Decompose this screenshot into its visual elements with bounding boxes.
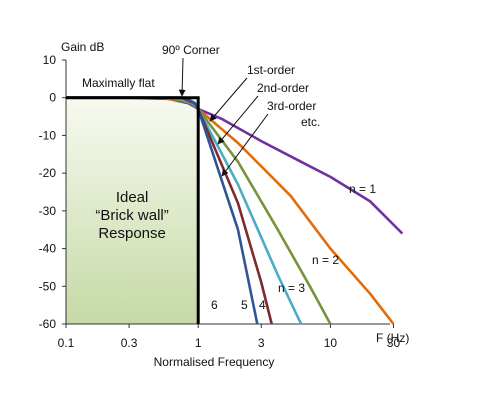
- arrow-1st-order: [209, 77, 248, 122]
- annotation-90-corner: 90º Corner: [162, 43, 220, 57]
- x-tick-labels: 0.1 0.3 1 3 10 30: [58, 336, 401, 350]
- brick-wall-outline: [66, 96, 200, 324]
- series-label-n3: n = 3: [278, 281, 305, 295]
- maximally-flat-label: Maximally flat: [82, 76, 155, 90]
- series-label-n2: n = 2: [312, 253, 339, 267]
- y-tick-label: -20: [39, 166, 57, 180]
- y-tick-label: 0: [49, 91, 56, 105]
- y-tick-label: -10: [39, 128, 57, 142]
- ideal-label-line-1: Ideal: [116, 189, 149, 206]
- y-tick-labels: 10 0 -10 -20 -30 -40 -50 -60: [39, 53, 57, 331]
- annotation-etc: etc.: [301, 115, 320, 129]
- y-tick-label: -60: [39, 317, 57, 331]
- corner-arrow: [178, 57, 186, 97]
- annotation-1st-order: 1st-order: [247, 63, 295, 77]
- annotation-3rd-order: 3rd-order: [267, 99, 316, 113]
- x-tick-label: 1: [195, 336, 202, 350]
- x-axis-unit-label: F (Hz): [376, 331, 409, 345]
- x-tick-label: 30: [387, 336, 401, 350]
- series-label-6: 6: [211, 298, 218, 312]
- series-label-4: 4: [259, 298, 266, 312]
- y-tick-label: -50: [39, 279, 57, 293]
- annotation-2nd-order: 2nd-order: [257, 81, 309, 95]
- y-axis-label: Gain dB: [61, 40, 104, 54]
- x-tick-label: 0.1: [58, 336, 75, 350]
- x-tick-label: 0.3: [121, 336, 138, 350]
- arrow-3rd-order: [221, 113, 269, 177]
- axes: [62, 59, 394, 328]
- ideal-label-line-2: “Brick wall”: [95, 207, 168, 224]
- x-tick-label: 3: [258, 336, 265, 350]
- y-tick-label: 10: [43, 53, 57, 67]
- x-axis-label: Normalised Frequency: [154, 355, 275, 369]
- y-tick-label: -30: [39, 204, 57, 218]
- series-label-5: 5: [241, 298, 248, 312]
- x-tick-label: 10: [324, 336, 338, 350]
- ideal-region: [66, 97, 199, 324]
- series-label-n1: n = 1: [349, 182, 376, 196]
- brick-wall-line: [66, 96, 200, 324]
- ideal-label-line-3: Response: [98, 225, 166, 242]
- arrow-2nd-order: [217, 95, 259, 145]
- y-tick-label: -40: [39, 242, 57, 256]
